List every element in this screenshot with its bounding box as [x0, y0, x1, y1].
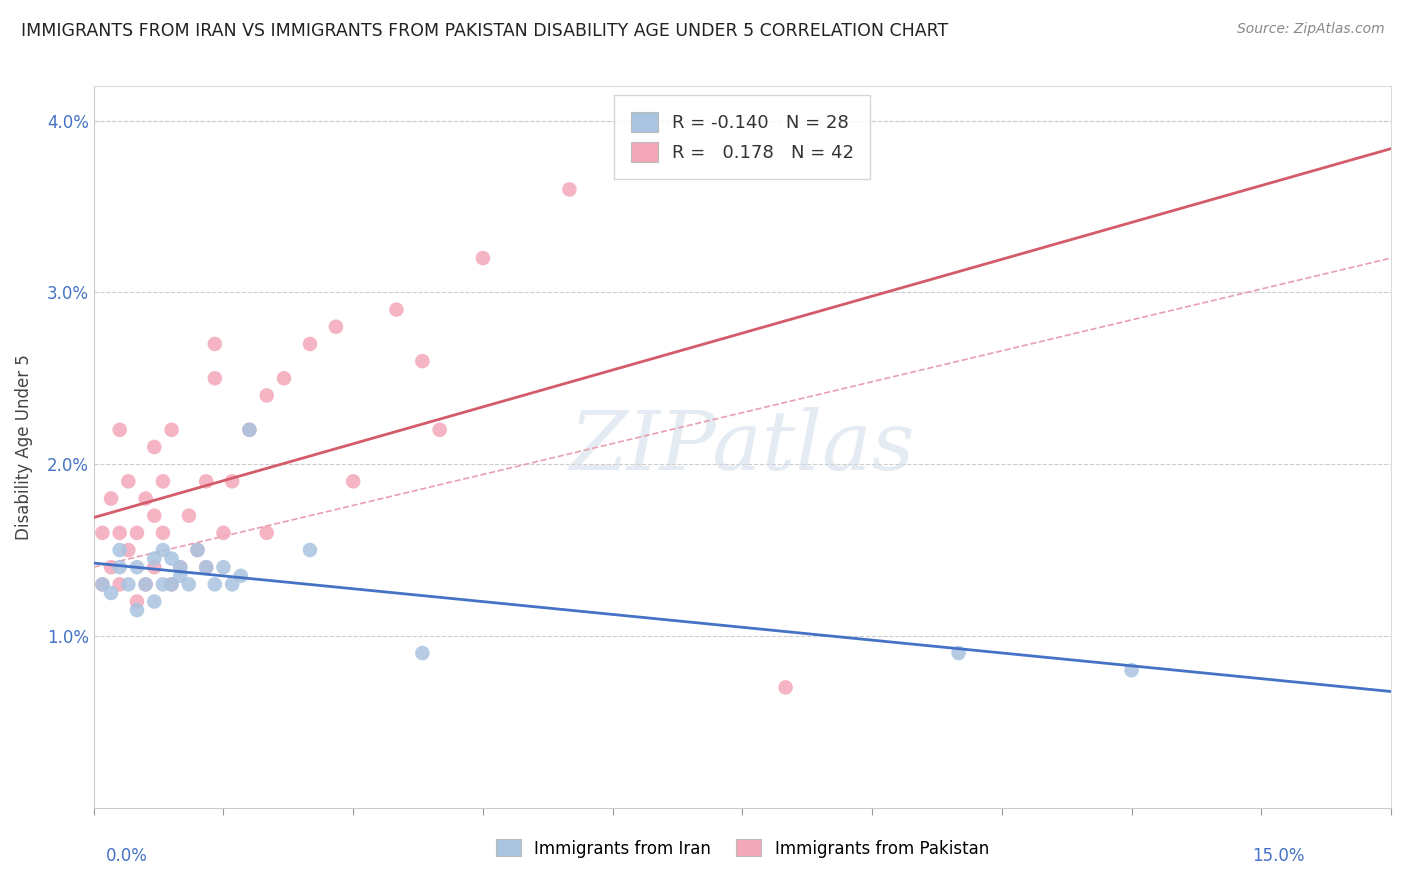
Point: [298, 543, 321, 558]
Point: [100, 560, 122, 574]
Point: [212, 525, 235, 540]
Point: [229, 568, 252, 582]
Point: [342, 475, 364, 489]
Point: [169, 560, 191, 574]
Point: [91, 525, 114, 540]
Point: [298, 337, 321, 351]
Point: [108, 423, 131, 437]
Point: [186, 543, 208, 558]
Point: [143, 508, 166, 523]
Point: [160, 423, 183, 437]
Point: [177, 508, 200, 523]
Point: [125, 603, 148, 617]
Y-axis label: Disability Age Under 5: Disability Age Under 5: [15, 354, 32, 540]
Point: [775, 681, 797, 695]
Point: [143, 594, 166, 608]
Point: [160, 551, 183, 566]
Text: IMMIGRANTS FROM IRAN VS IMMIGRANTS FROM PAKISTAN DISABILITY AGE UNDER 5 CORRELAT: IMMIGRANTS FROM IRAN VS IMMIGRANTS FROM …: [21, 22, 948, 40]
Point: [169, 568, 191, 582]
Point: [204, 371, 226, 385]
Point: [135, 491, 157, 506]
Point: [135, 577, 157, 591]
Point: [108, 560, 131, 574]
Point: [195, 475, 218, 489]
Point: [429, 423, 451, 437]
Point: [1121, 663, 1143, 677]
Point: [411, 354, 433, 368]
Point: [204, 337, 226, 351]
Point: [143, 560, 166, 574]
Point: [195, 560, 218, 574]
Point: [100, 586, 122, 600]
Point: [204, 577, 226, 591]
Point: [385, 302, 408, 317]
Text: Source: ZipAtlas.com: Source: ZipAtlas.com: [1237, 22, 1385, 37]
Point: [143, 440, 166, 454]
Point: [273, 371, 295, 385]
Point: [108, 525, 131, 540]
Point: [169, 560, 191, 574]
Point: [152, 525, 174, 540]
Point: [186, 543, 208, 558]
Point: [221, 475, 243, 489]
Point: [125, 560, 148, 574]
Point: [152, 543, 174, 558]
Point: [256, 388, 278, 402]
Point: [108, 543, 131, 558]
Point: [125, 594, 148, 608]
Point: [152, 577, 174, 591]
Point: [238, 423, 260, 437]
Text: 15.0%: 15.0%: [1253, 847, 1305, 865]
Point: [117, 577, 139, 591]
Point: [91, 577, 114, 591]
Point: [91, 577, 114, 591]
Point: [160, 577, 183, 591]
Text: 0.0%: 0.0%: [105, 847, 148, 865]
Point: [117, 543, 139, 558]
Point: [177, 577, 200, 591]
Point: [160, 577, 183, 591]
Point: [212, 560, 235, 574]
Point: [100, 491, 122, 506]
Point: [117, 475, 139, 489]
Point: [256, 525, 278, 540]
Point: [325, 319, 347, 334]
Point: [558, 182, 581, 196]
Text: ZIPatlas: ZIPatlas: [569, 407, 915, 487]
Point: [143, 551, 166, 566]
Point: [108, 577, 131, 591]
Point: [195, 560, 218, 574]
Point: [948, 646, 970, 660]
Legend: R = -0.140   N = 28, R =   0.178   N = 42: R = -0.140 N = 28, R = 0.178 N = 42: [614, 95, 870, 178]
Point: [238, 423, 260, 437]
Point: [152, 475, 174, 489]
Point: [221, 577, 243, 591]
Point: [411, 646, 433, 660]
Point: [125, 525, 148, 540]
Point: [135, 577, 157, 591]
Point: [471, 251, 494, 265]
